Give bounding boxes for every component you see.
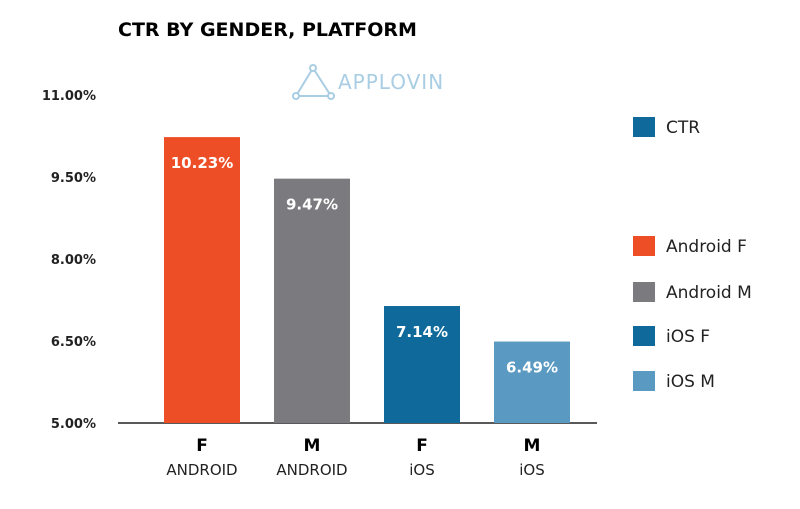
legend-swatch xyxy=(633,236,655,256)
x-tick-label-gender: M xyxy=(524,436,541,456)
y-tick-label: 8.00% xyxy=(51,253,96,268)
bar-value-label: 10.23% xyxy=(171,154,233,172)
x-tick-label-platform: ANDROID xyxy=(276,461,347,479)
bar xyxy=(494,341,570,423)
applovin-logo-icon xyxy=(292,64,335,100)
legend-swatch xyxy=(633,326,655,346)
x-tick-label-gender: F xyxy=(416,436,428,456)
legend-label: Android F xyxy=(666,237,747,257)
applovin-logo: APPLOVIN xyxy=(292,64,444,100)
applovin-logo-text: APPLOVIN xyxy=(338,70,444,94)
legend: CTR Android F Android M iOS F iOS M xyxy=(633,117,752,392)
legend-label: CTR xyxy=(666,118,700,138)
bar-value-label: 9.47% xyxy=(286,196,338,214)
x-tick-label-gender: M xyxy=(304,436,321,456)
y-tick-label: 9.50% xyxy=(51,171,96,186)
y-tick-label: 11.00% xyxy=(42,89,96,104)
bar xyxy=(274,178,350,423)
x-tick-label-platform: ANDROID xyxy=(166,461,237,479)
legend-label: iOS M xyxy=(666,372,715,392)
y-tick-label: 6.50% xyxy=(51,335,96,350)
legend-swatch xyxy=(633,371,655,391)
legend-swatch xyxy=(633,282,655,302)
y-tick-label: 5.00% xyxy=(51,417,96,432)
bars: 10.23% 9.47% 7.14% 6.49% xyxy=(164,137,570,424)
legend-label: Android M xyxy=(666,283,752,303)
x-tick-label-platform: iOS xyxy=(409,461,435,479)
bar-value-label: 6.49% xyxy=(506,359,558,377)
legend-label: iOS F xyxy=(666,327,710,347)
y-axis: 5.00% 6.50% 8.00% 9.50% 11.00% xyxy=(42,89,96,432)
chart-title: CTR BY GENDER, PLATFORM xyxy=(118,19,417,41)
x-tick-label-platform: iOS xyxy=(519,461,545,479)
legend-swatch xyxy=(633,117,655,137)
bar xyxy=(384,306,460,423)
bar-value-label: 7.14% xyxy=(396,323,448,341)
bar xyxy=(164,137,240,424)
x-tick-label-gender: F xyxy=(196,436,208,456)
